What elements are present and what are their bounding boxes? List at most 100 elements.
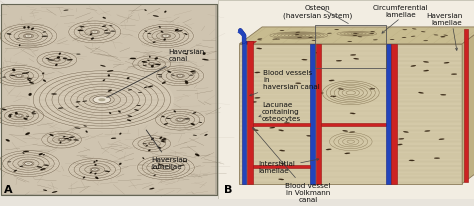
Ellipse shape <box>173 110 176 112</box>
Ellipse shape <box>64 138 69 139</box>
Ellipse shape <box>204 134 208 136</box>
Ellipse shape <box>349 131 355 133</box>
Ellipse shape <box>58 108 63 109</box>
Ellipse shape <box>105 33 110 34</box>
Circle shape <box>93 169 96 170</box>
Ellipse shape <box>161 116 165 117</box>
Ellipse shape <box>311 40 316 41</box>
Ellipse shape <box>149 56 151 58</box>
Ellipse shape <box>107 70 113 72</box>
Ellipse shape <box>273 39 277 40</box>
Ellipse shape <box>25 132 30 135</box>
Ellipse shape <box>423 40 428 41</box>
Ellipse shape <box>81 26 84 27</box>
Ellipse shape <box>69 137 73 138</box>
Ellipse shape <box>103 79 105 81</box>
Ellipse shape <box>28 80 31 81</box>
Ellipse shape <box>155 57 158 60</box>
Ellipse shape <box>149 188 155 190</box>
Ellipse shape <box>27 26 30 28</box>
Ellipse shape <box>37 166 42 168</box>
Ellipse shape <box>9 114 12 115</box>
Ellipse shape <box>255 97 260 98</box>
Text: Haversian: Haversian <box>426 13 462 19</box>
Ellipse shape <box>280 150 285 151</box>
Ellipse shape <box>119 163 121 165</box>
Ellipse shape <box>185 53 188 55</box>
Ellipse shape <box>353 33 358 34</box>
Ellipse shape <box>147 33 151 34</box>
Ellipse shape <box>390 39 394 40</box>
Bar <box>253 123 310 126</box>
Circle shape <box>0 150 61 177</box>
Text: B: B <box>224 185 233 195</box>
Ellipse shape <box>110 31 115 32</box>
Ellipse shape <box>7 33 11 35</box>
Ellipse shape <box>185 80 188 82</box>
Ellipse shape <box>32 111 35 113</box>
Ellipse shape <box>26 116 29 117</box>
Text: lamellae: lamellae <box>431 20 462 26</box>
Ellipse shape <box>192 112 196 114</box>
Ellipse shape <box>185 81 188 84</box>
Circle shape <box>27 35 30 36</box>
Circle shape <box>136 155 196 180</box>
Ellipse shape <box>166 118 171 119</box>
Ellipse shape <box>444 62 449 63</box>
Ellipse shape <box>26 72 29 73</box>
Ellipse shape <box>73 139 79 140</box>
Ellipse shape <box>6 139 9 142</box>
Bar <box>316 44 321 184</box>
Ellipse shape <box>128 89 132 90</box>
Circle shape <box>93 96 111 103</box>
Ellipse shape <box>148 149 151 151</box>
Circle shape <box>93 31 96 33</box>
Circle shape <box>177 75 183 77</box>
Ellipse shape <box>143 143 146 144</box>
Ellipse shape <box>143 157 144 159</box>
Ellipse shape <box>421 31 426 32</box>
Bar <box>315 25 386 68</box>
Ellipse shape <box>184 118 190 119</box>
Ellipse shape <box>251 101 256 103</box>
Circle shape <box>149 143 154 145</box>
Ellipse shape <box>162 81 166 84</box>
Ellipse shape <box>29 82 34 84</box>
Circle shape <box>56 59 58 60</box>
Ellipse shape <box>397 144 402 145</box>
Ellipse shape <box>111 138 116 139</box>
Circle shape <box>18 75 20 76</box>
Ellipse shape <box>281 163 286 165</box>
Ellipse shape <box>42 73 44 74</box>
Ellipse shape <box>157 147 161 149</box>
Circle shape <box>67 20 122 43</box>
Ellipse shape <box>164 123 168 125</box>
Polygon shape <box>242 41 250 44</box>
Ellipse shape <box>440 94 446 95</box>
Ellipse shape <box>158 163 161 165</box>
Ellipse shape <box>161 164 164 166</box>
Ellipse shape <box>64 10 68 11</box>
Ellipse shape <box>180 165 184 166</box>
Ellipse shape <box>104 171 110 172</box>
Ellipse shape <box>402 37 406 38</box>
Bar <box>310 44 315 184</box>
Bar <box>247 41 253 184</box>
Polygon shape <box>239 44 462 184</box>
Ellipse shape <box>127 77 129 79</box>
Ellipse shape <box>76 106 79 107</box>
Ellipse shape <box>51 93 57 95</box>
Ellipse shape <box>108 74 110 76</box>
Ellipse shape <box>23 26 26 28</box>
Ellipse shape <box>109 112 111 114</box>
Ellipse shape <box>78 30 83 31</box>
Ellipse shape <box>154 175 156 176</box>
Ellipse shape <box>314 52 320 53</box>
Ellipse shape <box>434 158 440 159</box>
Ellipse shape <box>103 17 106 19</box>
Ellipse shape <box>28 93 32 96</box>
Ellipse shape <box>151 138 154 140</box>
Ellipse shape <box>193 135 197 136</box>
Ellipse shape <box>159 137 162 139</box>
Ellipse shape <box>336 60 342 61</box>
